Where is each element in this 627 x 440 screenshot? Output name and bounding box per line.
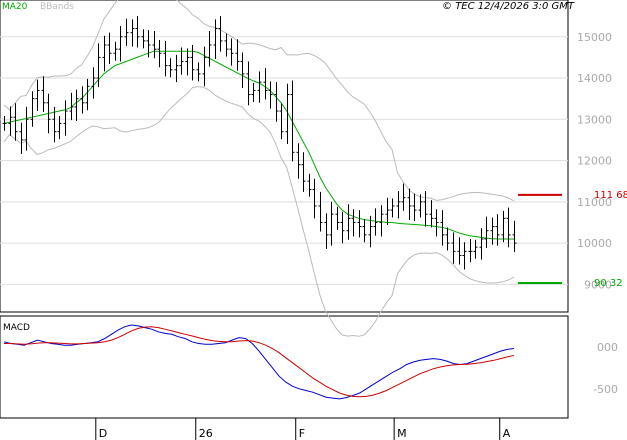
bollinger-upper: [3, 0, 515, 202]
price-tick-label: 14000: [577, 72, 612, 85]
x-axis-label: F: [299, 427, 305, 440]
legend-ma20: MA20: [2, 2, 28, 12]
legend-bbands: BBands: [40, 2, 74, 12]
price-tick-label: 11000: [577, 196, 612, 209]
macd-y-ticks: 000 -500: [593, 341, 618, 396]
support-level-label: 90 32: [594, 278, 623, 289]
ohlc-bars: [2, 16, 517, 270]
grid: [0, 36, 568, 285]
x-axis-label: D: [99, 427, 107, 440]
price-tick-label: 15000: [577, 31, 612, 44]
x-axis-label: M: [397, 427, 407, 440]
price-levels: 111 68 90 32: [518, 190, 627, 289]
price-tick-label: 13000: [577, 113, 612, 126]
price-panel-frame: [0, 0, 569, 313]
price-y-ticks: 15000 14000 13000 12000 11000 10000 9000: [577, 31, 612, 292]
price-tick-label: 9000: [584, 278, 612, 291]
x-axis-label: A: [503, 427, 511, 440]
price-tick-label: 12000: [577, 155, 612, 168]
macd-tick-label: -500: [593, 383, 618, 396]
resistance-level-label: 111 68: [594, 190, 627, 201]
macd-title: MACD: [3, 323, 30, 333]
macd-lines: [3, 324, 515, 400]
macd-panel-frame: [0, 315, 569, 419]
macd-tick-label: 000: [597, 341, 618, 354]
signal-line: [4, 326, 515, 398]
macd-line: [3, 324, 515, 400]
price-tick-label: 10000: [577, 237, 612, 250]
bollinger-lower: [3, 86, 515, 337]
bollinger-bands: [3, 0, 515, 337]
x-axis-label: 26: [199, 427, 213, 440]
copyright-text: © TEC 12/4/2026 3:0 GMT: [442, 1, 575, 12]
x-axis-labels: D 26 F M A: [95, 418, 511, 440]
